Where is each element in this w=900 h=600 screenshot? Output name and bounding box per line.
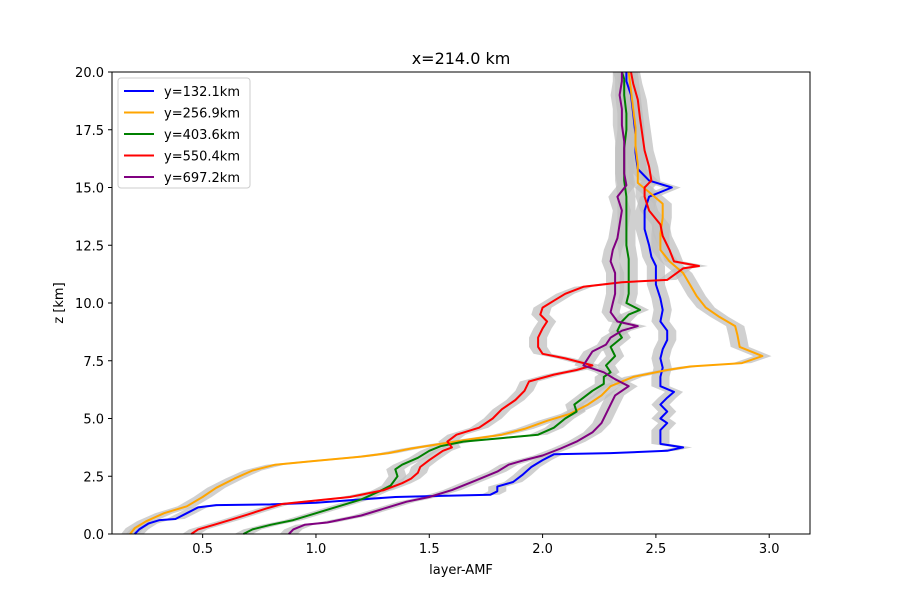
uncertainty-band-4 bbox=[182, 72, 709, 534]
series-line-4 bbox=[190, 71, 700, 535]
y-tick-label: 15.0 bbox=[75, 182, 104, 197]
x-axis-label: layer-AMF bbox=[429, 563, 493, 578]
x-tick-label: 3.0 bbox=[759, 542, 780, 557]
legend-box bbox=[117, 77, 251, 189]
y-axis-ticks: 0.0 2.5 5.0 7.5 10.0 12.5 15.0 17.5 20.0 bbox=[75, 66, 112, 543]
x-tick-label: 2.5 bbox=[646, 542, 667, 557]
series-line-2 bbox=[129, 71, 764, 535]
legend-entry-label: y=697.2km bbox=[164, 171, 240, 186]
y-tick-label: 17.5 bbox=[75, 124, 104, 139]
x-tick-label: 0.5 bbox=[192, 542, 213, 557]
series-line-1 bbox=[133, 72, 685, 535]
y-tick-label: 7.5 bbox=[83, 355, 104, 370]
y-tick-label: 12.5 bbox=[75, 239, 104, 254]
y-tick-label: 5.0 bbox=[83, 413, 104, 428]
uncertainty-bands bbox=[121, 72, 772, 534]
x-tick-label: 1.5 bbox=[419, 542, 440, 557]
x-axis-ticks: 0.5 1.0 1.5 2.0 2.5 3.0 bbox=[192, 534, 780, 557]
y-tick-label: 20.0 bbox=[75, 66, 104, 81]
y-tick-label: 2.5 bbox=[83, 470, 104, 485]
chart-title: x=214.0 km bbox=[412, 49, 511, 68]
series-line-5 bbox=[288, 72, 639, 535]
legend-entry-label: y=132.1km bbox=[164, 85, 240, 100]
y-tick-label: 10.0 bbox=[75, 297, 104, 312]
legend-entry-label: y=403.6km bbox=[164, 128, 240, 143]
legend: y=132.1km y=256.9km y=403.6km y=550.4km y=69… bbox=[117, 77, 251, 189]
legend-entry-label: y=256.9km bbox=[164, 107, 240, 122]
y-tick-label: 0.0 bbox=[83, 528, 104, 543]
y-axis-label: z [km] bbox=[52, 282, 67, 323]
legend-entry-label: y=550.4km bbox=[164, 150, 240, 165]
x-tick-label: 1.0 bbox=[306, 542, 327, 557]
x-tick-label: 2.0 bbox=[532, 542, 553, 557]
series-lines bbox=[129, 71, 764, 535]
